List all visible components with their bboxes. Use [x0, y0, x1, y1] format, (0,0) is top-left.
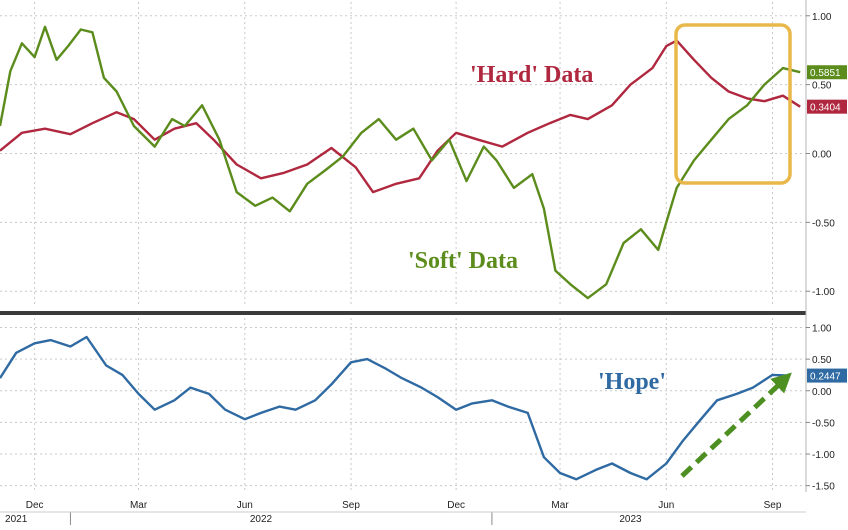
last-value-text: 0.5851	[810, 68, 841, 79]
y-tick-label: 0.00	[812, 150, 832, 161]
panel-divider	[0, 311, 806, 315]
x-tick-label: Jun	[237, 500, 253, 511]
series-line-softdata	[0, 25, 801, 300]
axis-layer: 1.00 0.50 0.00 -0.50 -1.00 0.3404 0.5851 1.00 0.…	[0, 12, 847, 525]
series-line-hope	[0, 335, 789, 481]
x-tick-label: Sep	[764, 500, 782, 511]
grid-layer	[0, 2, 806, 492]
last-value-label: 0.3404	[807, 99, 847, 114]
last-value-text: 0.2447	[810, 372, 841, 383]
highlight-box	[674, 23, 792, 185]
x-tick-label: Mar	[551, 500, 569, 511]
last-value-badge	[807, 65, 847, 80]
series-line-harddata	[0, 39, 801, 194]
y-tick-label: 1.00	[812, 323, 832, 334]
last-value-label: 0.5851	[807, 65, 847, 80]
x-year-label: 2023	[619, 514, 642, 525]
overlay-layer: 'Hard' Data 'Soft' Data 'Hope'	[0, 0, 807, 492]
y-tick-label: -1.00	[812, 287, 835, 298]
x-tick-label: Dec	[447, 500, 465, 511]
x-tick-label: Sep	[342, 500, 360, 511]
y-tick-label: -1.00	[812, 450, 835, 461]
y-tick-label: -0.50	[812, 218, 835, 229]
series-layer	[0, 25, 801, 481]
y-tick-label: 0.50	[812, 81, 832, 92]
annotation-soft-data: 'Soft' Data	[408, 248, 518, 274]
y-tick-label: -0.50	[812, 418, 835, 429]
y-tick-label: 1.00	[812, 12, 832, 23]
last-value-text: 0.3404	[810, 103, 841, 114]
annotation-hard-data: 'Hard' Data	[470, 62, 593, 88]
y-tick-label: -1.50	[812, 482, 835, 493]
y-tick-label: 0.00	[812, 387, 832, 398]
annotation-hope: 'Hope'	[598, 369, 666, 395]
x-year-label: 2022	[250, 514, 273, 525]
trend-arrow	[680, 372, 792, 478]
x-tick-label: Dec	[26, 500, 44, 511]
y-tick-label: 0.50	[812, 355, 832, 366]
x-year-label: 2021	[5, 514, 28, 525]
last-value-badge	[807, 99, 847, 114]
last-value-label: 0.2447	[807, 368, 847, 383]
x-tick-label: Mar	[130, 500, 148, 511]
last-value-badge	[807, 368, 847, 383]
x-tick-label: Jun	[658, 500, 674, 511]
